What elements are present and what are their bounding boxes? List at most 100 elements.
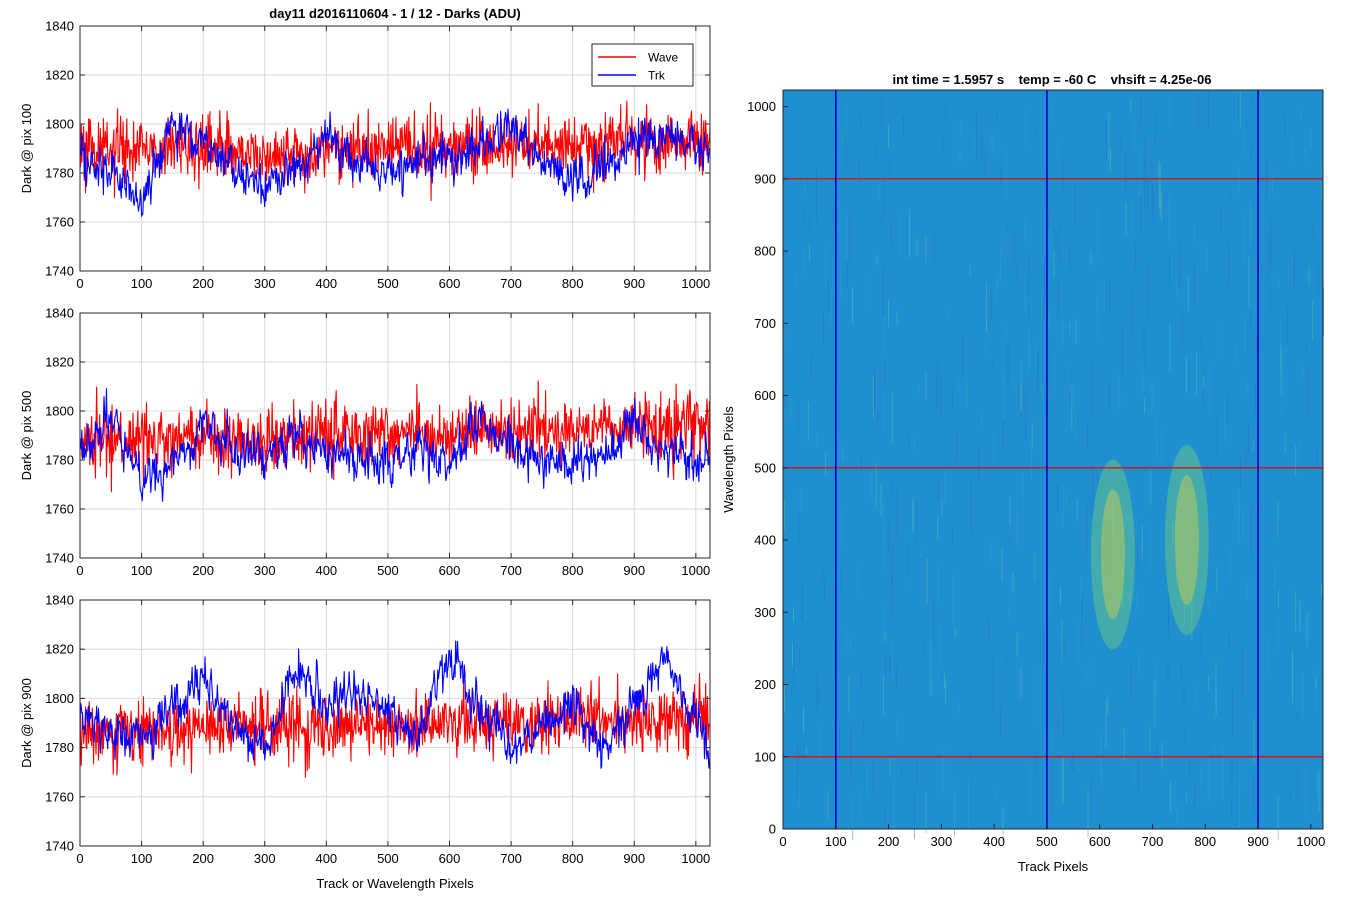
heatmap-streak [868,276,870,307]
heatmap-streak [1087,790,1089,838]
heatmap-streak [1002,806,1004,843]
heatmap-streak [1222,746,1224,799]
heatmap-streak [1176,807,1178,827]
heatmap-streak [1238,489,1240,542]
heatmap-x-tick-label: 1000 [1296,834,1325,849]
heatmap-streak [916,238,918,256]
heatmap-streak [1239,786,1240,830]
heatmap-streak [1013,377,1015,392]
heatmap-streak [959,120,961,142]
heatmap-streak [1055,230,1057,252]
heatmap-streak [1136,590,1138,611]
heatmap-streak [952,529,953,547]
heatmap-streak [816,432,818,447]
x-tick-label: 0 [76,563,83,578]
heatmap-streak [975,111,977,160]
heatmap-x-axis-label: Track Pixels [1018,859,1089,874]
heatmap-streak [1062,321,1064,347]
heatmap-streak [1080,578,1082,622]
heatmap-streak [1047,309,1049,331]
heatmap-streak [1069,365,1071,390]
heatmap-x-tick-label: 800 [1194,834,1216,849]
heatmap-x-tick-label: 400 [983,834,1005,849]
heatmap-streak [884,359,886,394]
heatmap-streak [1028,322,1030,370]
heatmap-streak [1170,781,1172,814]
heatmap-streak [793,640,795,686]
heatmap-streak [827,278,829,311]
heatmap-streak [966,385,968,408]
heatmap-streak [1194,224,1195,243]
y-tick-label: 1780 [45,453,74,468]
heatmap-streak [1298,441,1300,463]
heatmap-streak [1091,361,1093,414]
heatmap-x-tick-label: 900 [1247,834,1269,849]
heatmap-streak [1002,419,1004,452]
series-line-trk [79,108,711,217]
heatmap-streak [1232,507,1233,517]
heatmap-streak [1278,590,1280,608]
heatmap-streak [1053,250,1055,278]
heatmap-streak [818,684,820,703]
heatmap-streak [1089,660,1091,687]
heatmap-streak [1168,254,1170,286]
heatmap-streak [784,397,786,408]
heatmap-streak [1136,517,1138,538]
heatmap-streak [1024,275,1026,311]
heatmap-streak [909,208,911,259]
heatmap-streak [1305,344,1307,353]
heatmap-streak [791,686,793,696]
heatmap-streak [1181,314,1183,345]
heatmap-panel: 0 100 200 300 400 500 600 700 800 900 1000 0 100 200 3… [721,89,1325,874]
y-tick-label: 1780 [45,740,74,755]
heatmap-streak [1321,584,1323,596]
heatmap-streak [873,363,875,413]
heatmap-streak [1109,275,1111,315]
heatmap-streak [1168,592,1170,637]
heatmap-streak [902,116,904,137]
heatmap-streak [1184,729,1186,746]
y-tick-label: 1840 [45,19,74,34]
heatmap-streak [1161,742,1163,770]
heatmap-streak [857,566,859,594]
heatmap-streak [1245,448,1247,470]
line-panel-pix-100: 0 100 200 300 400 500 600 700 800 900 1000 1740 1760… [19,19,711,291]
heatmap-streak [941,498,943,517]
heatmap-y-tick-label: 400 [754,533,776,548]
heatmap-streak [829,792,831,818]
heatmap-streak [944,466,946,504]
heatmap-streak [881,214,882,226]
x-tick-label: 300 [254,563,276,578]
heatmap-streak [1305,769,1307,817]
heatmap-streak [954,782,956,827]
heatmap-streak [955,120,957,134]
heatmap-streak [1087,425,1088,449]
heatmap-streak [1169,322,1171,372]
heatmap-streak [939,625,941,662]
heatmap-streak [1253,774,1255,814]
heatmap-streak [1139,151,1140,198]
heatmap-streak [1252,441,1254,452]
heatmap-streak [1058,227,1060,261]
heatmap-streak [952,386,953,408]
heatmap-streak [992,432,994,459]
heatmap-streak [1247,583,1249,600]
heatmap-streak [882,526,884,573]
heatmap-streak [1202,371,1204,407]
x-tick-label: 0 [76,851,83,866]
heatmap-streak [1207,595,1209,609]
heatmap-streak [1143,323,1145,374]
heatmap-streak [992,356,994,365]
x-tick-label: 700 [500,851,522,866]
heatmap-streak [1049,572,1050,615]
x-tick-label: 200 [192,276,214,291]
heatmap-hotspots [1090,445,1209,650]
heatmap-streak [1125,151,1127,192]
heatmap-y-tick-label: 900 [754,171,776,186]
heatmap-streak [1028,302,1030,327]
heatmap-y-tick-label: 600 [754,388,776,403]
heatmap-streak [803,206,805,223]
heatmap-streak [801,580,803,621]
heatmap-streak [956,431,958,463]
heatmap-streak [1051,764,1053,817]
